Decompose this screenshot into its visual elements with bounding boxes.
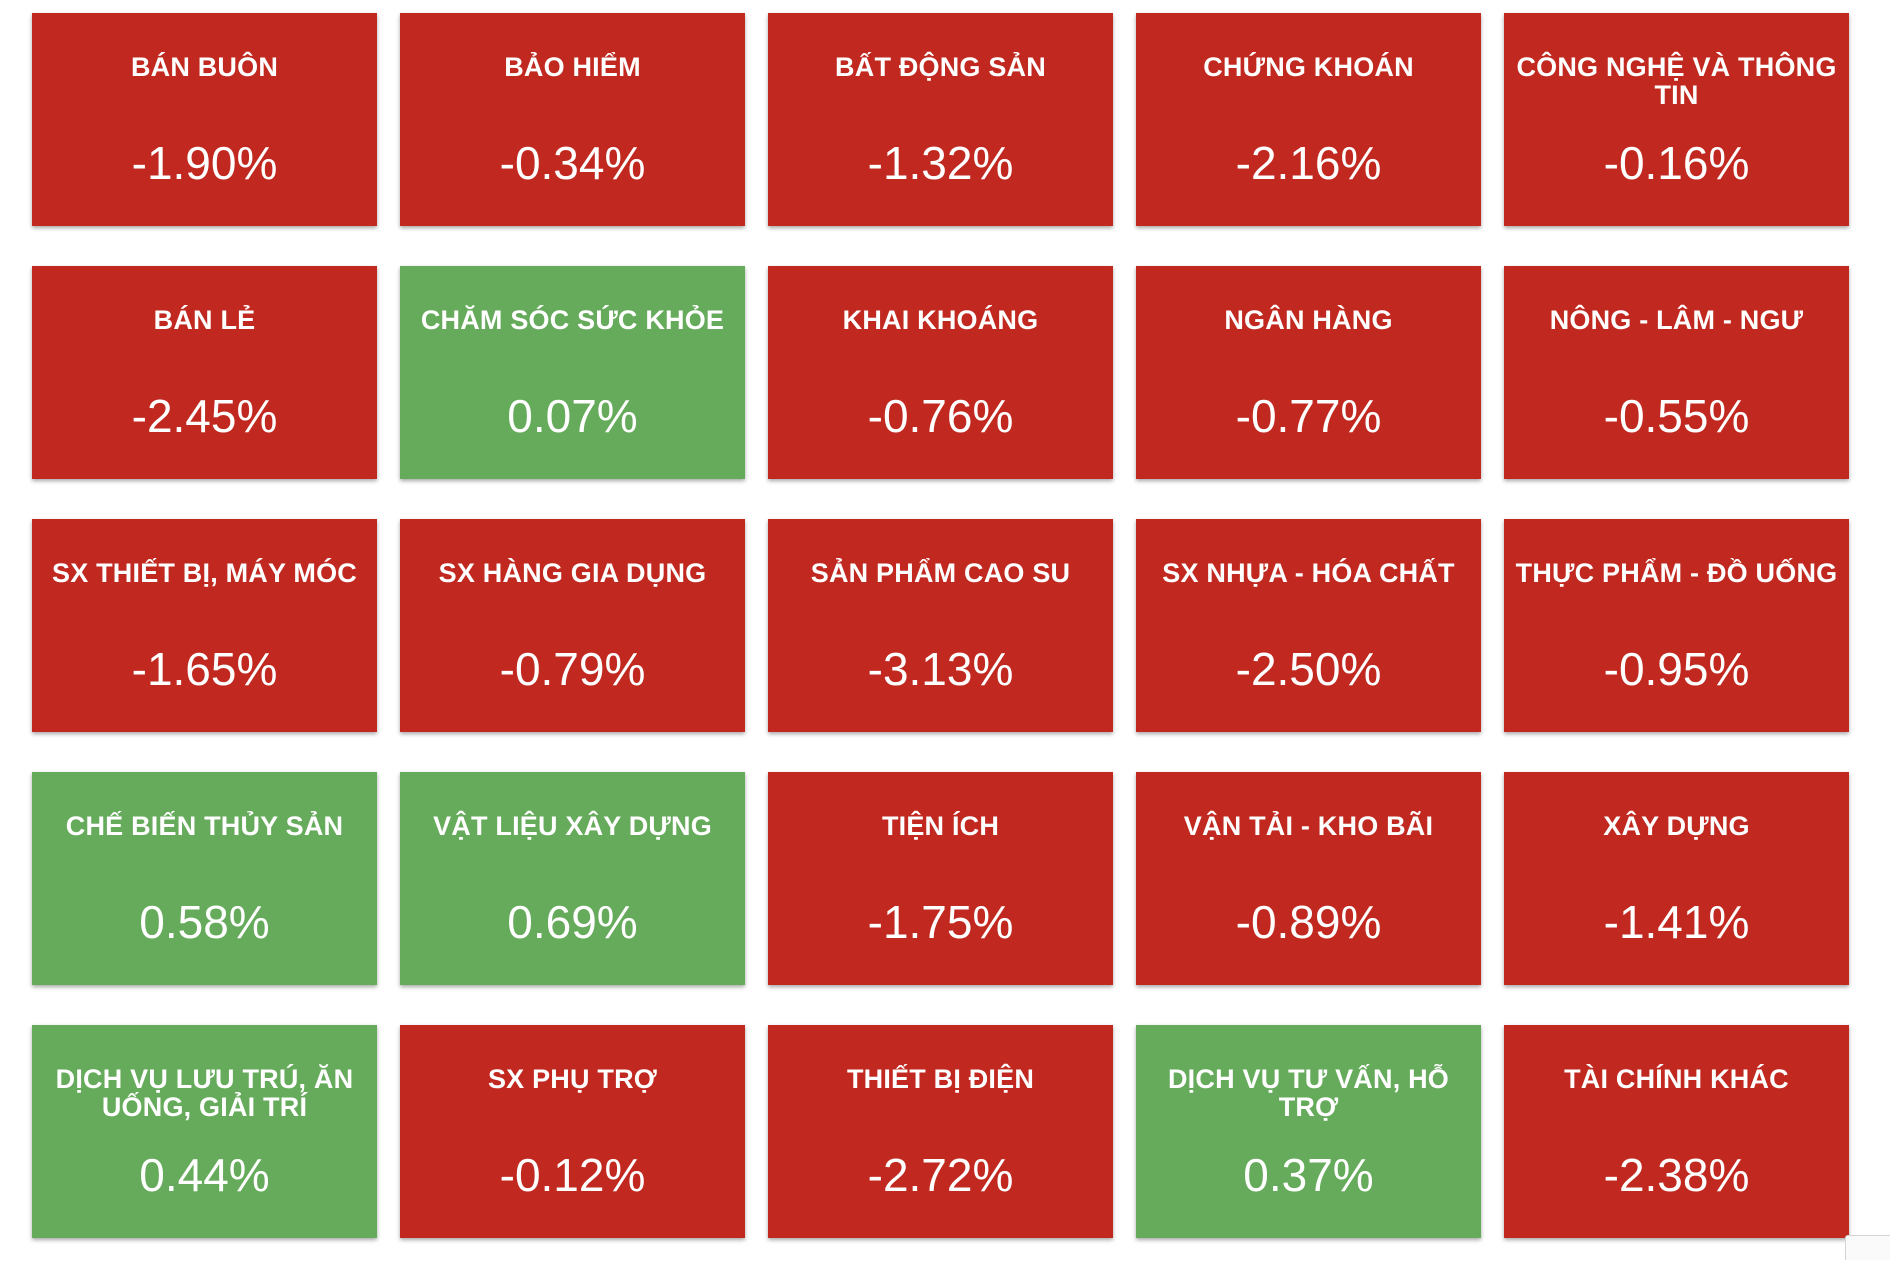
sector-name: THIẾT BỊ ĐIỆN — [846, 1064, 1035, 1094]
sector-change: -0.34% — [499, 137, 646, 189]
sector-name: TIỆN ÍCH — [881, 811, 1000, 841]
sector-name: CHỨNG KHOÁN — [1203, 52, 1414, 82]
sector-tile[interactable]: THIẾT BỊ ĐIỆN -2.72% — [768, 1025, 1113, 1238]
sector-name: NÔNG - LÂM - NGƯ — [1549, 305, 1804, 335]
sector-change: -1.41% — [1603, 896, 1750, 948]
sector-name: BẢO HIỂM — [504, 52, 641, 82]
sector-change: -0.55% — [1603, 390, 1750, 442]
sector-tile[interactable]: KHAI KHOÁNG -0.76% — [768, 266, 1113, 479]
sector-tile[interactable]: VẬN TẢI - KHO BÃI -0.89% — [1136, 772, 1481, 985]
sector-tile[interactable]: SX THIẾT BỊ, MÁY MÓC -1.65% — [32, 519, 377, 732]
sector-change: 0.69% — [507, 896, 638, 948]
sector-tile[interactable]: CHĂM SÓC SỨC KHỎE 0.07% — [400, 266, 745, 479]
sector-name: TÀI CHÍNH KHÁC — [1564, 1064, 1789, 1094]
sector-change: -2.72% — [867, 1149, 1014, 1201]
sector-change: -0.76% — [867, 390, 1014, 442]
sector-change: 0.58% — [139, 896, 270, 948]
sector-change: -2.16% — [1235, 137, 1382, 189]
sector-name: SX THIẾT BỊ, MÁY MÓC — [51, 558, 358, 588]
sector-tile[interactable]: THỰC PHẨM - ĐỒ UỐNG -0.95% — [1504, 519, 1849, 732]
sector-tile[interactable]: CHỨNG KHOÁN -2.16% — [1136, 13, 1481, 226]
sector-name: DỊCH VỤ LƯU TRÚ, ĂN UỐNG, GIẢI TRÍ — [55, 1064, 354, 1122]
sector-change: 0.07% — [507, 390, 638, 442]
sector-name: BẤT ĐỘNG SẢN — [835, 52, 1046, 82]
sector-tile[interactable]: BẤT ĐỘNG SẢN -1.32% — [768, 13, 1113, 226]
sector-name: VẬN TẢI - KHO BÃI — [1183, 811, 1434, 841]
sector-change: -1.75% — [867, 896, 1014, 948]
sector-tile[interactable]: BÁN BUÔN -1.90% — [32, 13, 377, 226]
sector-change: -1.32% — [867, 137, 1014, 189]
sector-name: SX PHỤ TRỢ — [487, 1064, 658, 1094]
sector-tile[interactable]: TÀI CHÍNH KHÁC -2.38% — [1504, 1025, 1849, 1238]
sector-name: THỰC PHẨM - ĐỒ UỐNG — [1515, 558, 1838, 588]
sector-name: NGÂN HÀNG — [1224, 305, 1393, 335]
sector-change: -2.50% — [1235, 643, 1382, 695]
sector-tile[interactable]: SX PHỤ TRỢ -0.12% — [400, 1025, 745, 1238]
sector-heatmap-grid: BÁN BUÔN -1.90% BẢO HIỂM -0.34% BẤT ĐỘNG S… — [32, 13, 1849, 1238]
sector-change: -1.65% — [131, 643, 278, 695]
sector-change: -1.90% — [131, 137, 278, 189]
sector-name: DỊCH VỤ TƯ VẤN, HỖ TRỢ — [1167, 1064, 1449, 1122]
sector-name: SẢN PHẨM CAO SU — [810, 558, 1071, 588]
sector-tile[interactable]: NÔNG - LÂM - NGƯ -0.55% — [1504, 266, 1849, 479]
sector-tile[interactable]: DỊCH VỤ TƯ VẤN, HỖ TRỢ 0.37% — [1136, 1025, 1481, 1238]
sector-tile[interactable]: DỊCH VỤ LƯU TRÚ, ĂN UỐNG, GIẢI TRÍ 0.44% — [32, 1025, 377, 1238]
sector-change: -0.77% — [1235, 390, 1382, 442]
sector-name: BÁN LẺ — [153, 305, 256, 335]
sector-tile[interactable]: CÔNG NGHỆ VÀ THÔNG TIN -0.16% — [1504, 13, 1849, 226]
sector-change: 0.44% — [139, 1149, 270, 1201]
sector-tile[interactable]: SX NHỰA - HÓA CHẤT -2.50% — [1136, 519, 1481, 732]
sector-tile[interactable]: BẢO HIỂM -0.34% — [400, 13, 745, 226]
sector-tile[interactable]: SX HÀNG GIA DỤNG -0.79% — [400, 519, 745, 732]
sector-change: -0.79% — [499, 643, 646, 695]
corner-widget[interactable] — [1845, 1235, 1890, 1260]
sector-change: -2.45% — [131, 390, 278, 442]
sector-tile[interactable]: SẢN PHẨM CAO SU -3.13% — [768, 519, 1113, 732]
sector-name: CHẾ BIẾN THỦY SẢN — [65, 811, 344, 841]
sector-change: -3.13% — [867, 643, 1014, 695]
sector-name: VẬT LIỆU XÂY DỰNG — [433, 811, 712, 841]
sector-name: CÔNG NGHỆ VÀ THÔNG TIN — [1516, 52, 1837, 110]
sector-name: CHĂM SÓC SỨC KHỎE — [420, 305, 725, 335]
sector-tile[interactable]: TIỆN ÍCH -1.75% — [768, 772, 1113, 985]
sector-change: -0.95% — [1603, 643, 1750, 695]
sector-name: XÂY DỰNG — [1603, 811, 1750, 841]
sector-name: BÁN BUÔN — [130, 52, 279, 82]
sector-tile[interactable]: BÁN LẺ -2.45% — [32, 266, 377, 479]
sector-change: -0.16% — [1603, 137, 1750, 189]
sector-name: KHAI KHOÁNG — [842, 305, 1039, 335]
sector-tile[interactable]: VẬT LIỆU XÂY DỰNG 0.69% — [400, 772, 745, 985]
sector-name: SX HÀNG GIA DỤNG — [438, 558, 707, 588]
sector-tile[interactable]: NGÂN HÀNG -0.77% — [1136, 266, 1481, 479]
sector-change: -0.12% — [499, 1149, 646, 1201]
sector-tile[interactable]: CHẾ BIẾN THỦY SẢN 0.58% — [32, 772, 377, 985]
sector-name: SX NHỰA - HÓA CHẤT — [1162, 558, 1455, 588]
sector-change: -0.89% — [1235, 896, 1382, 948]
sector-change: -2.38% — [1603, 1149, 1750, 1201]
sector-change: 0.37% — [1243, 1149, 1374, 1201]
sector-tile[interactable]: XÂY DỰNG -1.41% — [1504, 772, 1849, 985]
